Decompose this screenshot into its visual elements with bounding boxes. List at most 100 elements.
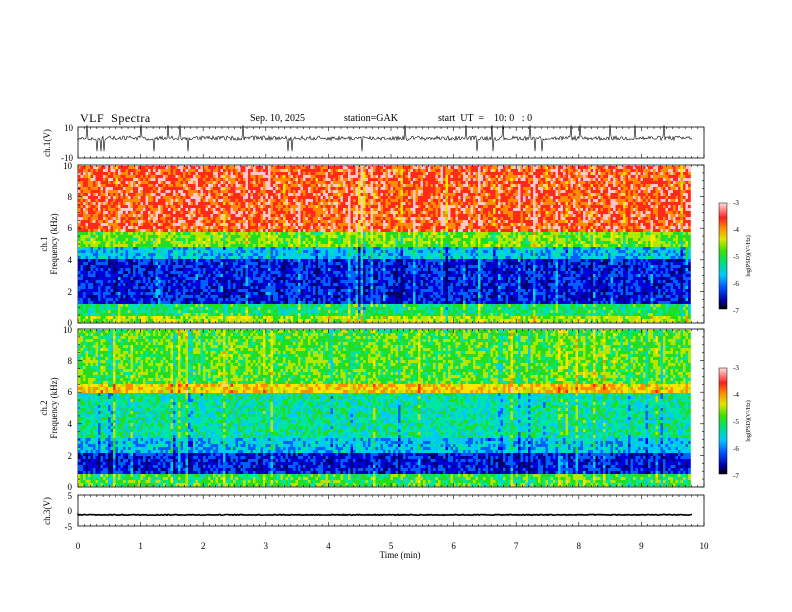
spectrogram-cell xyxy=(183,208,186,211)
spectrogram-cell xyxy=(266,208,269,211)
spectrogram-cell xyxy=(128,220,131,223)
spectrogram-cell xyxy=(83,316,86,319)
spectrogram-cell xyxy=(213,217,216,220)
spectrogram-cell xyxy=(288,217,291,220)
spectrogram-cell xyxy=(296,298,299,301)
spectrogram-cell xyxy=(176,229,179,232)
spectrogram-cell xyxy=(251,181,254,184)
spectrogram-cell xyxy=(278,187,281,190)
spectrogram-cell xyxy=(201,286,204,289)
spectrogram-cell xyxy=(253,232,256,235)
spectrogram-cell xyxy=(188,241,191,244)
spectrogram-cell xyxy=(193,181,196,184)
spectrogram-cell xyxy=(126,265,129,268)
spectrogram-cell xyxy=(226,313,229,316)
spectrogram-cell xyxy=(211,190,214,193)
spectrogram-cell xyxy=(293,244,296,247)
spectrogram-cell xyxy=(281,286,284,289)
spectrogram-cell xyxy=(218,313,221,316)
spectrogram-cell xyxy=(273,187,276,190)
spectrogram-cell xyxy=(93,190,96,193)
spectrogram-cell xyxy=(296,229,299,232)
spectrogram-cell xyxy=(266,286,269,289)
spectrogram-cell xyxy=(206,253,209,256)
spectrogram-cell xyxy=(166,295,169,298)
spectrogram-cell xyxy=(193,280,196,283)
spectrogram-cell xyxy=(281,223,284,226)
spectrogram-cell xyxy=(271,265,274,268)
spectrogram-cell xyxy=(176,241,179,244)
spectrogram-cell xyxy=(281,226,284,229)
spectrogram-cell xyxy=(181,217,184,220)
spectrogram-cell xyxy=(156,166,159,169)
spectrogram-cell xyxy=(278,220,281,223)
spectrogram-cell xyxy=(118,229,121,232)
spectrogram-cell xyxy=(271,250,274,253)
spectrogram-cell xyxy=(258,265,261,268)
spectrogram-cell xyxy=(253,190,256,193)
spectrogram-cell xyxy=(101,259,104,262)
spectrogram-cell xyxy=(263,262,266,265)
spectrogram-cell xyxy=(158,190,161,193)
spectrogram-cell xyxy=(136,220,139,223)
spectrogram-cell xyxy=(266,280,269,283)
spectrogram-cell xyxy=(121,238,124,241)
spectrogram-cell xyxy=(308,241,311,244)
spectrogram-cell xyxy=(226,226,229,229)
spectrogram-cell xyxy=(263,259,266,262)
spectrogram-cell xyxy=(171,202,174,205)
spectrogram-cell xyxy=(91,316,94,319)
spectrogram-cell xyxy=(296,211,299,214)
spectrogram-cell xyxy=(231,286,234,289)
spectrogram-cell xyxy=(253,181,256,184)
spectrogram-cell xyxy=(193,175,196,178)
spectrogram-cell xyxy=(156,280,159,283)
spectrogram-cell xyxy=(226,277,229,280)
spectrogram-cell xyxy=(186,274,189,277)
spectrogram-cell xyxy=(231,172,234,175)
spectrogram-cell xyxy=(98,313,101,316)
spectrogram-cell xyxy=(313,175,316,178)
spectrogram-cell xyxy=(311,220,314,223)
spectrogram-cell xyxy=(83,217,86,220)
spectrogram-cell xyxy=(203,301,206,304)
spectrogram-cell xyxy=(141,175,144,178)
spectrogram-cell xyxy=(276,199,279,202)
spectrogram-cell xyxy=(146,229,149,232)
spectrogram-cell xyxy=(166,256,169,259)
spectrogram-cell xyxy=(301,199,304,202)
spectrogram-cell xyxy=(216,181,219,184)
spectrogram-cell xyxy=(226,271,229,274)
spectrogram-cell xyxy=(121,232,124,235)
spectrogram-cell xyxy=(256,220,259,223)
spectrogram-cell xyxy=(136,298,139,301)
spectrogram-cell xyxy=(261,265,264,268)
spectrogram-cell xyxy=(128,286,131,289)
spectrogram-cell xyxy=(158,238,161,241)
spectrogram-cell xyxy=(146,193,149,196)
spectrogram-cell xyxy=(283,310,286,313)
spectrogram-cell xyxy=(106,241,109,244)
spectrogram-cell xyxy=(83,190,86,193)
spectrogram-cell xyxy=(293,253,296,256)
spectrogram-cell xyxy=(128,238,131,241)
spectrogram-cell xyxy=(196,208,199,211)
spectrogram-cell xyxy=(228,208,231,211)
spectrogram-cell xyxy=(303,220,306,223)
spectrogram-cell xyxy=(258,235,261,238)
spectrogram-cell xyxy=(188,235,191,238)
spectrogram-cell xyxy=(133,220,136,223)
spectrogram-cell xyxy=(78,181,81,184)
spectrogram-cell xyxy=(296,178,299,181)
spectrogram-cell xyxy=(96,199,99,202)
spectrogram-cell xyxy=(246,283,249,286)
spectrogram-cell xyxy=(226,262,229,265)
spectrogram-cell xyxy=(198,238,201,241)
spectrogram-cell xyxy=(173,226,176,229)
spectrogram-cell xyxy=(83,172,86,175)
spectrogram-cell xyxy=(201,205,204,208)
spectrogram-cell xyxy=(283,301,286,304)
spectrogram-cell xyxy=(116,283,119,286)
spectrogram-cell xyxy=(258,223,261,226)
spectrogram-cell xyxy=(103,217,106,220)
